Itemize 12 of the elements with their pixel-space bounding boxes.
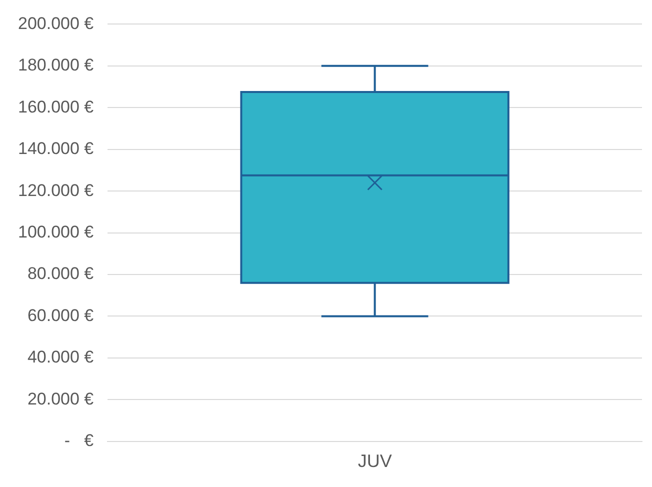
y-tick-label: 80.000 €: [27, 264, 94, 284]
y-tick-label: 100.000 €: [18, 222, 94, 242]
y-tick-label: 20.000 €: [27, 389, 94, 408]
y-tick-label: 160.000 €: [18, 97, 94, 116]
y-tick-label: 40.000 €: [27, 348, 94, 367]
y-tick-label: 120.000 €: [18, 180, 94, 200]
x-tick-label: JUV: [358, 451, 392, 472]
y-tick-label: 180.000 €: [18, 56, 94, 75]
y-tick-label: 200.000 €: [18, 14, 94, 33]
y-tick-label: 60.000 €: [27, 306, 94, 325]
y-tick-label: 140.000 €: [18, 139, 94, 158]
y-tick-label: - €: [64, 431, 94, 450]
